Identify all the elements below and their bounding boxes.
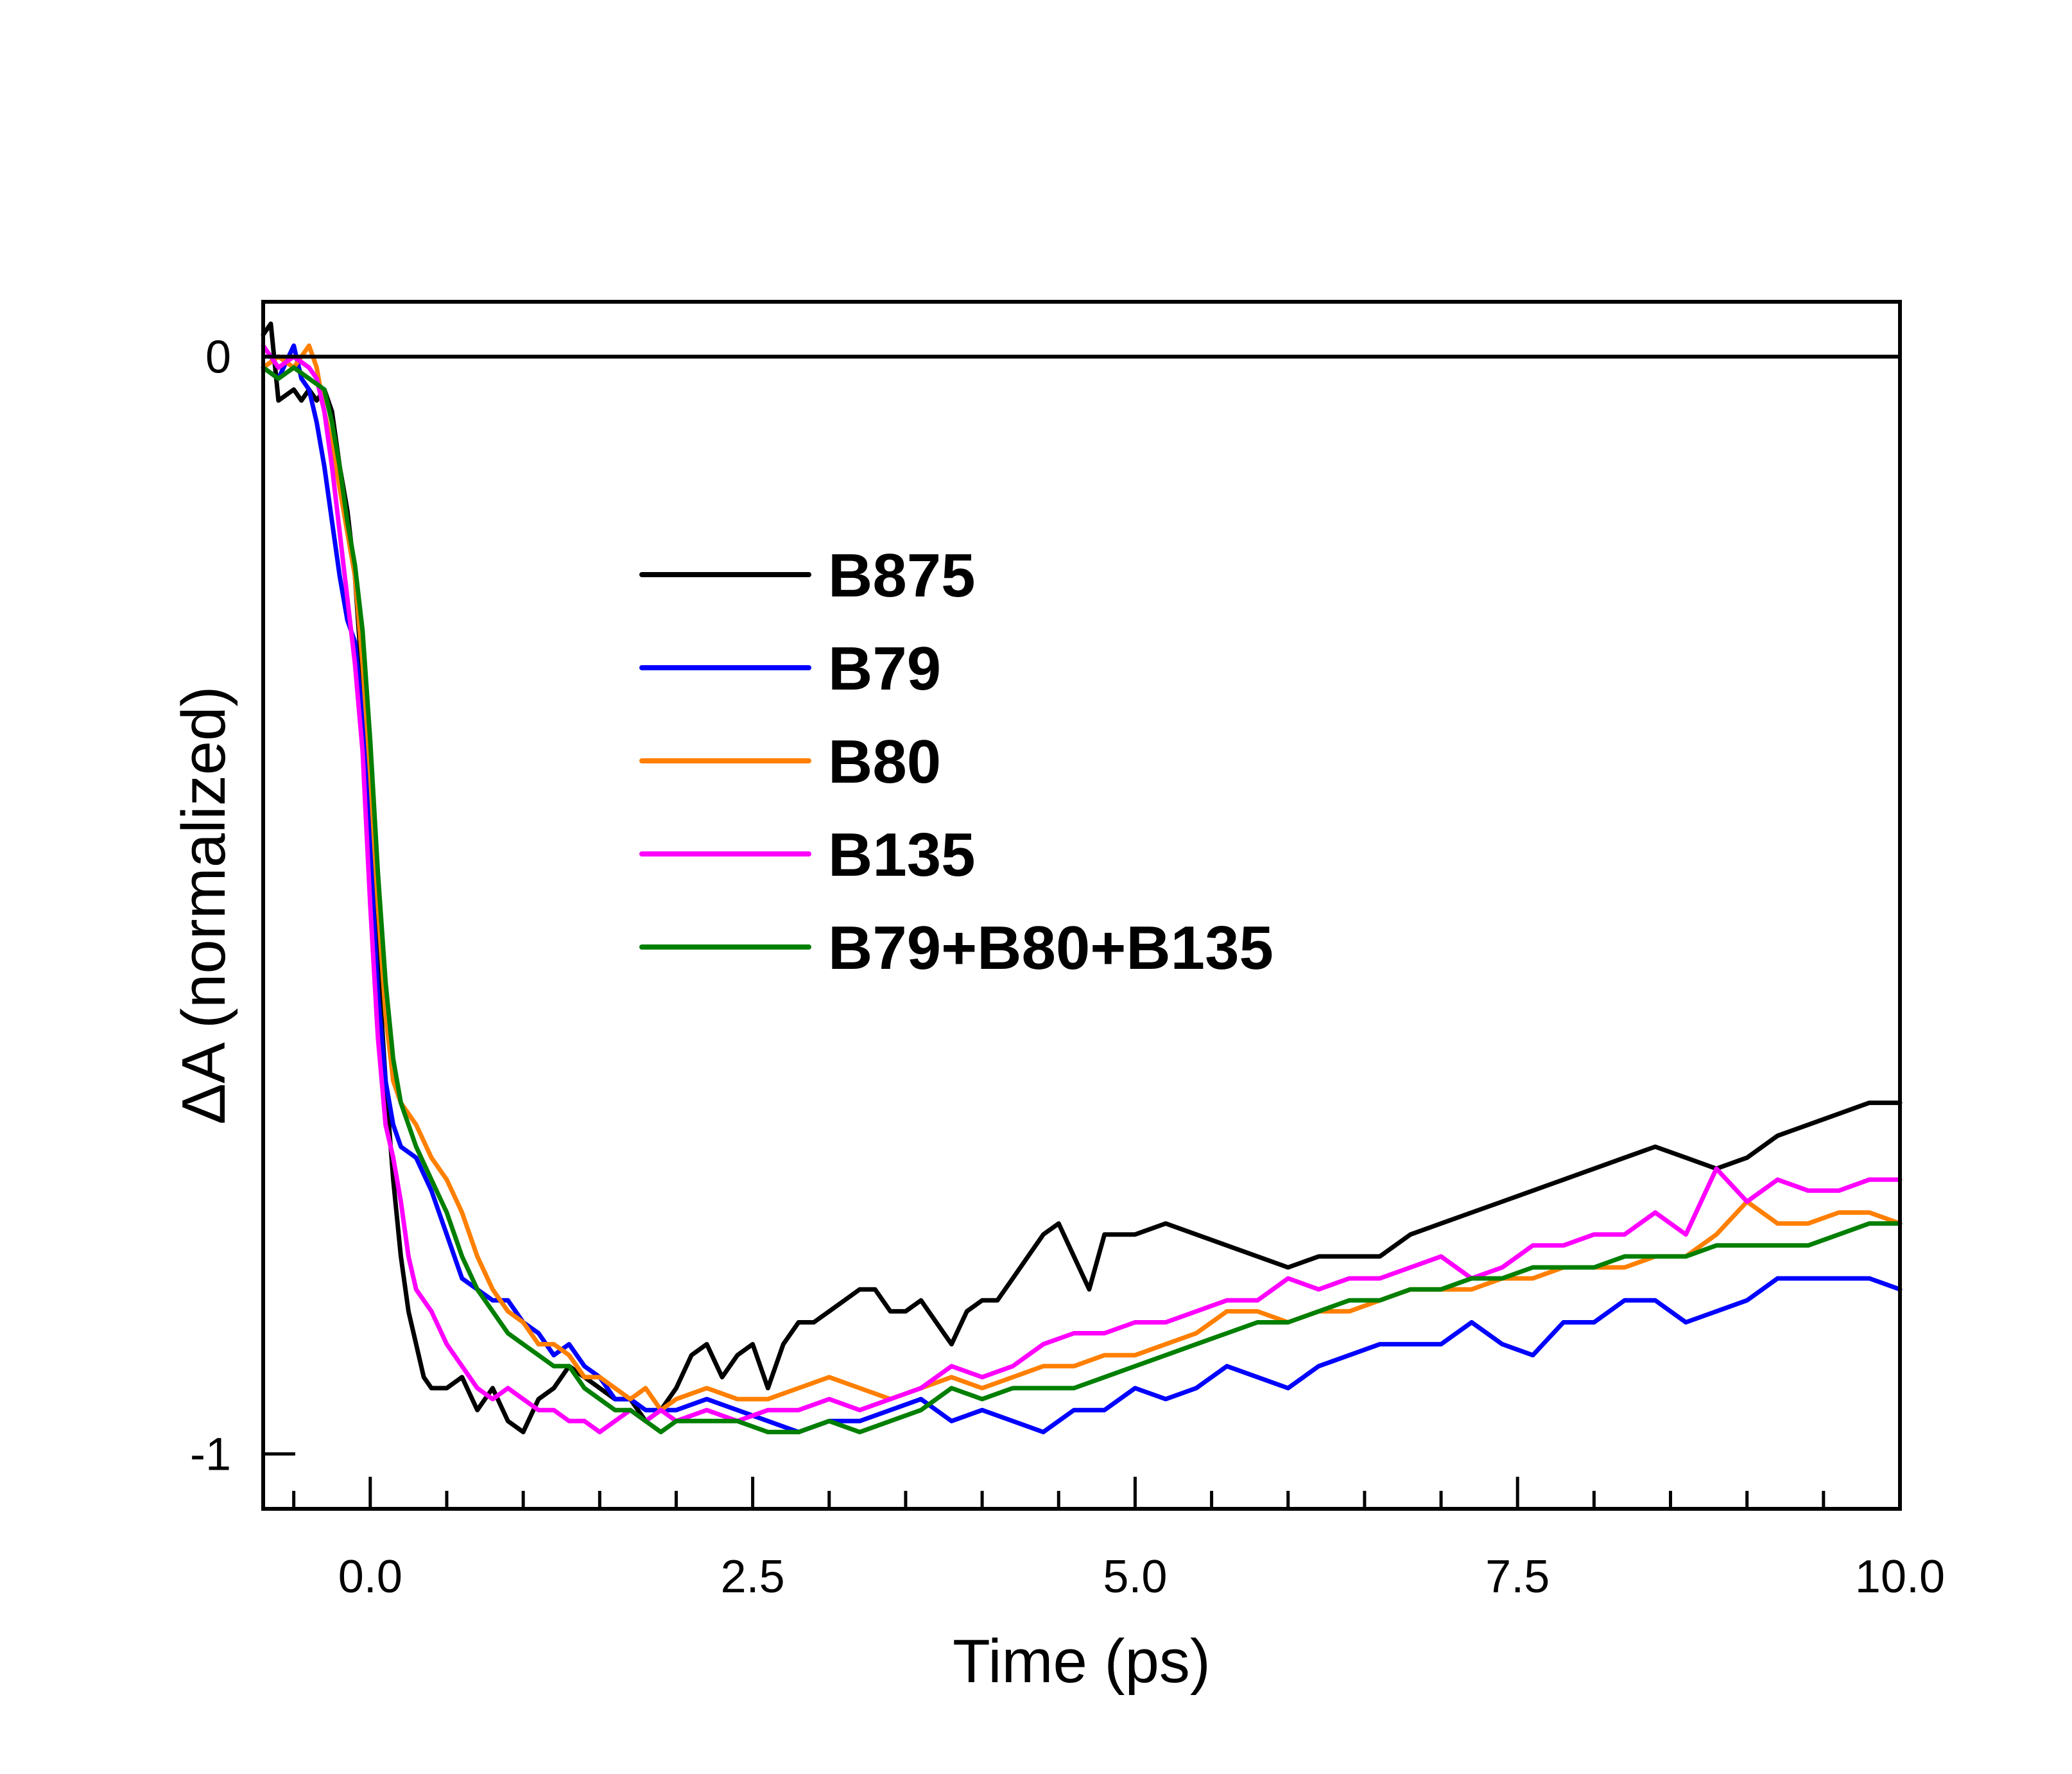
- legend-label-2: B80: [828, 727, 941, 796]
- series-layer: [261, 321, 1903, 1434]
- series-line-3: [261, 343, 1903, 1434]
- legend-label-0: B875: [828, 541, 976, 610]
- x-axis-ticks: 0.0 2.5 5.0 7.5 10.0: [292, 1477, 1945, 1603]
- y-axis-title: ΔA (normalized): [169, 686, 238, 1124]
- y-axis-ticks: 0 -1: [190, 331, 295, 1481]
- legend: B875 B79 B80 B135 B79+B80+B135: [639, 541, 1273, 982]
- series-line-0: [261, 321, 1903, 1434]
- legend-label-1: B79: [828, 634, 941, 703]
- series-line-4: [261, 365, 1903, 1434]
- x-tick-label: 5.0: [1103, 1551, 1167, 1603]
- y-tick-label: 0: [205, 331, 231, 383]
- x-axis-title: Time (ps): [953, 1627, 1211, 1696]
- series-line-2: [261, 343, 1903, 1413]
- x-tick-label: 2.5: [721, 1551, 785, 1603]
- x-tick-label: 7.5: [1485, 1551, 1550, 1603]
- x-tick-label: 10.0: [1855, 1551, 1945, 1603]
- plot-area-frame: [261, 300, 1902, 1511]
- y-tick-label: -1: [190, 1429, 231, 1481]
- x-tick-label: 0.0: [338, 1551, 402, 1603]
- series-line-1: [261, 343, 1903, 1434]
- legend-label-3: B135: [828, 821, 976, 889]
- legend-label-4: B79+B80+B135: [828, 914, 1273, 982]
